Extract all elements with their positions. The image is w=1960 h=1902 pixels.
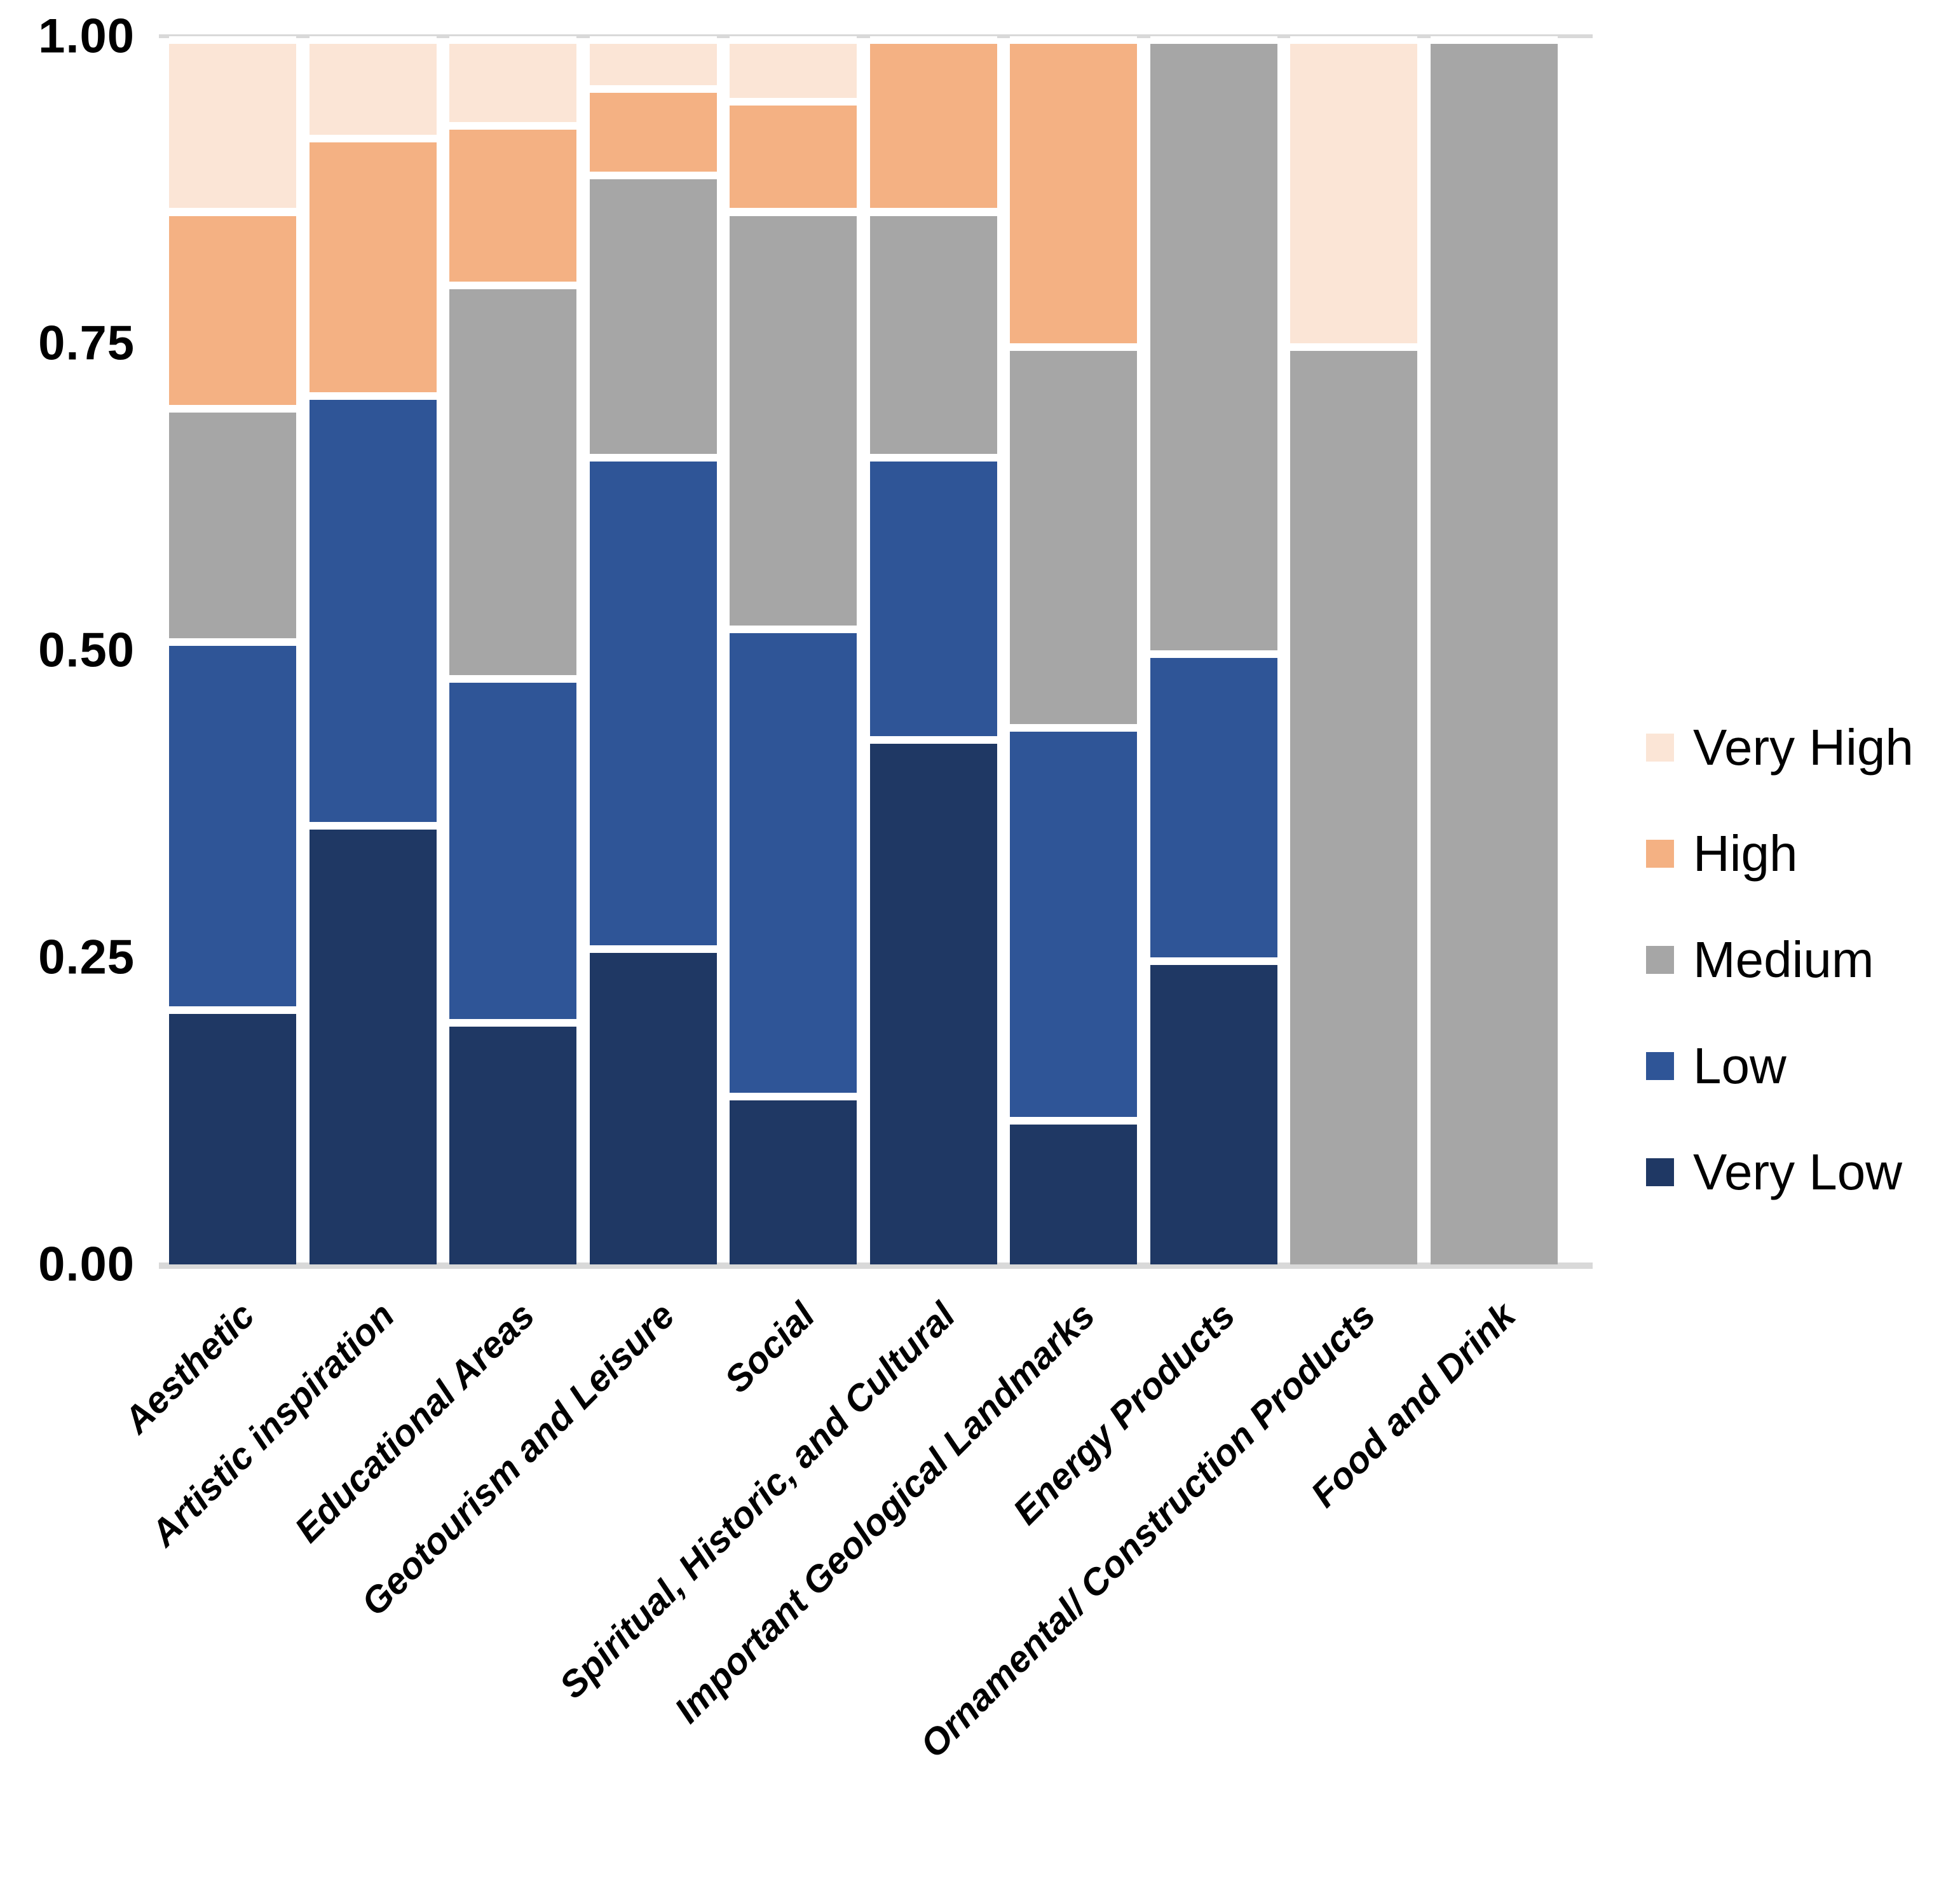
segment-medium <box>869 208 997 454</box>
bar-aesthetic <box>169 36 296 1264</box>
bar-artistic-inspiration <box>309 36 437 1264</box>
segment-very-low <box>589 945 717 1264</box>
y-tick-label-1.00: 1.00 <box>38 9 135 64</box>
gridline-1.00 <box>159 34 1593 38</box>
legend-label: Very High <box>1693 719 1914 776</box>
segment-very-high <box>730 36 857 98</box>
y-tick-label-0.75: 0.75 <box>38 316 135 371</box>
legend-item-low: Low <box>1646 1036 1786 1097</box>
legend-swatch-very-high <box>1646 734 1674 762</box>
segment-low <box>169 638 296 1007</box>
y-tick-label-0.50: 0.50 <box>38 623 135 678</box>
legend-label: Very Low <box>1693 1144 1903 1200</box>
segment-high <box>730 97 857 209</box>
legend-item-medium: Medium <box>1646 929 1874 990</box>
legend-swatch-very-low <box>1646 1158 1674 1186</box>
legend-item-high: High <box>1646 823 1798 884</box>
segment-medium <box>1430 36 1558 1264</box>
segment-very-low <box>449 1018 576 1264</box>
bar-energy-products <box>1150 36 1277 1264</box>
y-tick-label-0.00: 0.00 <box>38 1237 135 1292</box>
segment-high <box>169 208 296 405</box>
x-label-aesthetic: Aesthetic <box>116 1294 262 1442</box>
segment-low <box>589 453 717 945</box>
segment-high <box>869 36 997 209</box>
segment-low <box>869 453 997 737</box>
segment-very-low <box>869 736 997 1264</box>
segment-very-high <box>309 36 437 135</box>
legend-label: Medium <box>1693 931 1874 988</box>
segment-high <box>309 134 437 393</box>
segment-medium <box>1010 343 1137 724</box>
segment-low <box>309 392 437 823</box>
segment-low <box>449 674 576 1019</box>
legend-swatch-high <box>1646 840 1674 868</box>
bar-social <box>730 36 857 1264</box>
segment-very-low <box>1150 957 1277 1264</box>
segment-medium <box>730 208 857 626</box>
bar-educational-areas <box>449 36 576 1264</box>
segment-medium <box>589 171 717 454</box>
legend-label: High <box>1693 825 1798 882</box>
segment-very-low <box>169 1006 296 1264</box>
legend-item-very-low: Very Low <box>1646 1142 1902 1203</box>
segment-very-high <box>1290 36 1417 343</box>
segment-very-low <box>309 822 437 1264</box>
segment-very-high <box>589 36 717 86</box>
y-tick-label-0.25: 0.25 <box>38 930 135 985</box>
segment-medium <box>449 282 576 675</box>
legend-item-very-high: Very High <box>1646 717 1914 778</box>
segment-high <box>449 122 576 282</box>
segment-low <box>1150 650 1277 957</box>
x-label-social: Social <box>716 1294 823 1401</box>
segment-medium <box>169 404 296 638</box>
segment-high <box>589 85 717 172</box>
legend-label: Low <box>1693 1037 1786 1094</box>
bar-spiritual-historic-and-cultural <box>869 36 997 1264</box>
legend-swatch-medium <box>1646 946 1674 974</box>
segment-medium <box>1290 343 1417 1264</box>
segment-high <box>1010 36 1137 343</box>
segment-very-high <box>169 36 296 209</box>
segment-low <box>1010 723 1137 1118</box>
legend-swatch-low <box>1646 1052 1674 1080</box>
x-axis-line <box>159 1262 1593 1269</box>
segment-very-low <box>730 1092 857 1264</box>
bar-important-geological-landmarks <box>1010 36 1137 1264</box>
x-label-educational-areas: Educational Areas <box>287 1294 543 1550</box>
bar-food-and-drink <box>1430 36 1558 1264</box>
segment-low <box>730 626 857 1093</box>
bar-ornamental-construction-products <box>1290 36 1417 1264</box>
segment-medium <box>1150 36 1277 650</box>
segment-very-high <box>449 36 576 123</box>
bar-geotourism-and-leisure <box>589 36 717 1264</box>
segment-very-low <box>1010 1117 1137 1264</box>
x-label-artistic-inspiration: Artistic inspiration <box>142 1294 403 1554</box>
